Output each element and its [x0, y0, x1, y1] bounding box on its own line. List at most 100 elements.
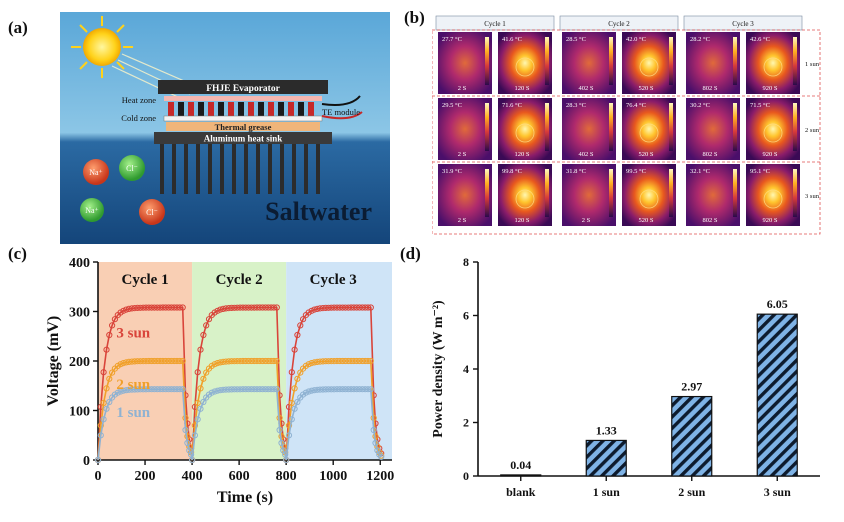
data-point: [291, 385, 298, 392]
sun-row-label: 1 sun: [805, 61, 820, 68]
ion-cl-1: Cl⁻: [119, 155, 145, 181]
device-schematic: FHJE Evaporator Heat zone Cold zone TE m…: [60, 12, 390, 244]
x-tick-label: 200: [135, 469, 156, 484]
data-point: [288, 399, 295, 407]
x-category-label: blank: [506, 485, 536, 499]
data-point: [214, 307, 221, 314]
cycle-header-label: Cycle 2: [608, 20, 630, 28]
thermal-grease-layer: [166, 122, 320, 131]
cold-zone-plate: [163, 115, 323, 122]
data-point: [256, 304, 263, 311]
max-temperature-label: 28.5 °C: [566, 36, 586, 43]
series-line: [97, 360, 382, 461]
data-point: [342, 386, 349, 393]
time-stamp-label: 2 S: [458, 85, 467, 92]
cycle-region-label: Cycle 1: [122, 272, 169, 288]
thermal-image: 28.2 °C 802 S: [686, 32, 740, 94]
thermal-image: 27.7 °C 2 S: [438, 32, 492, 94]
data-point: [106, 375, 113, 382]
svg-text:Na⁺: Na⁺: [85, 206, 99, 215]
bar-value-label: 0.04: [510, 458, 531, 472]
data-point: [234, 358, 241, 365]
sun-row-frame: [432, 29, 821, 235]
temperature-scale-bar: [733, 169, 737, 217]
panel-d-label: (d): [400, 244, 421, 263]
thermal-image: 31.8 °C 2 S: [562, 164, 616, 226]
data-point: [372, 439, 379, 447]
data-point: [179, 357, 186, 365]
data-point: [256, 357, 263, 365]
data-point: [191, 432, 198, 439]
sun-row-label: 3 sun: [805, 193, 820, 200]
data-point: [314, 386, 321, 393]
data-point: [220, 358, 227, 366]
data-point: [134, 386, 141, 393]
time-stamp-label: 2 S: [458, 151, 467, 158]
data-point: [273, 357, 280, 365]
data-point: [191, 422, 198, 429]
data-point: [159, 304, 167, 311]
x-category-label: 1 sun: [593, 485, 620, 499]
data-point: [256, 386, 263, 393]
svg-text:Na⁺: Na⁺: [89, 168, 103, 177]
temperature-scale-bar: [793, 169, 797, 217]
max-temperature-label: 29.5 °C: [442, 102, 462, 109]
time-stamp-label: 120 S: [515, 217, 530, 224]
y-tick-label: 4: [463, 362, 469, 376]
data-point: [283, 456, 290, 464]
y-tick-label: 2: [463, 416, 469, 430]
thermal-image: 99.8 °C 120 S: [498, 164, 552, 226]
time-stamp-label: 520 S: [639, 85, 654, 92]
data-point: [109, 369, 116, 376]
cycle-header: [435, 15, 555, 31]
heat-zone-plate: [164, 96, 322, 101]
temperature-scale-bar: [609, 37, 613, 85]
data-point: [125, 386, 133, 393]
bar: [585, 439, 627, 477]
x-tick-label: 0: [95, 469, 102, 484]
data-point: [378, 453, 385, 460]
time-stamp-label: 802 S: [703, 217, 718, 224]
data-point: [367, 357, 374, 365]
data-point: [148, 357, 155, 365]
data-point: [331, 358, 338, 365]
data-point: [342, 304, 349, 311]
data-point: [285, 432, 293, 439]
data-point: [328, 358, 335, 365]
data-point: [125, 358, 133, 366]
max-temperature-label: 28.3 °C: [566, 102, 586, 109]
data-point: [314, 305, 321, 313]
max-temperature-label: 31.8 °C: [566, 168, 586, 175]
data-point: [364, 357, 372, 365]
data-point: [222, 358, 229, 365]
data-point: [245, 357, 252, 365]
thermal-image: 28.5 °C 402 S: [562, 32, 616, 94]
time-stamp-label: 120 S: [515, 151, 530, 158]
cycle-header-label: Cycle 1: [484, 20, 506, 28]
data-point: [176, 386, 183, 393]
thermal-image: 28.3 °C 402 S: [562, 98, 616, 160]
data-point: [294, 331, 301, 339]
data-point: [123, 387, 130, 394]
time-stamp-label: 520 S: [639, 151, 654, 158]
data-point: [242, 386, 249, 393]
data-point: [285, 422, 293, 429]
data-point: [111, 316, 119, 323]
data-point: [217, 306, 224, 313]
data-point: [123, 306, 130, 313]
bar: [671, 395, 713, 477]
panel-a-label: (a): [8, 18, 28, 37]
data-point: [242, 357, 249, 365]
data-point: [197, 346, 204, 353]
data-point: [297, 369, 304, 376]
data-point: [205, 316, 213, 323]
max-temperature-label: 30.2 °C: [690, 102, 710, 109]
data-point: [94, 456, 102, 464]
temperature-scale-bar: [609, 103, 613, 151]
data-point: [211, 361, 218, 368]
data-point: [194, 369, 201, 376]
data-point: [302, 389, 309, 396]
thermal-image: 41.6 °C 120 S: [498, 32, 552, 94]
data-point: [176, 304, 183, 311]
heat-zone-label: Heat zone: [122, 95, 156, 105]
